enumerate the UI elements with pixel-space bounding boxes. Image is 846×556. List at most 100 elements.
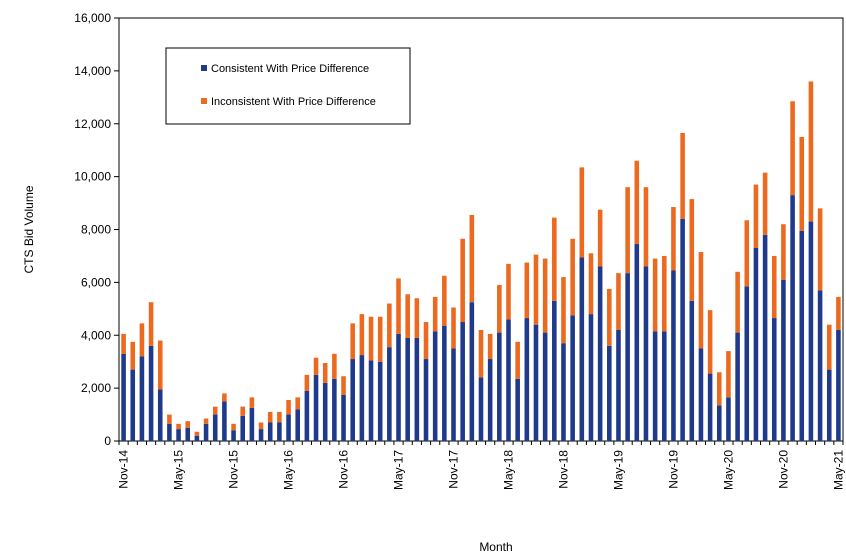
bar-consistent-May-16 (286, 414, 291, 441)
bar-inconsistent-Mar-15 (157, 340, 163, 390)
bar-inconsistent-Jan-20 (689, 199, 695, 301)
x-tick-label: May-17 (392, 450, 406, 490)
bar-inconsistent-Aug-16 (313, 357, 319, 375)
bar-consistent-Jan-18 (469, 302, 475, 441)
bar-consistent-Feb-15 (148, 345, 154, 441)
bar-consistent-Sep-17 (432, 331, 438, 441)
bar-inconsistent-Nov-18 (561, 277, 566, 344)
bar-inconsistent-Apr-17 (387, 303, 392, 348)
bar-inconsistent-Mar-16 (267, 411, 273, 423)
bar-inconsistent-May-19 (616, 273, 621, 330)
bar-consistent-Jun-20 (735, 332, 740, 441)
legend-label-inconsistent: Inconsistent With Price Difference (211, 96, 376, 108)
bar-inconsistent-Aug-19 (643, 187, 649, 267)
bar-consistent-Mar-18 (487, 359, 493, 441)
bar-consistent-Oct-18 (552, 300, 557, 441)
bar-inconsistent-Feb-21 (808, 81, 814, 222)
bar-consistent-Jul-18 (524, 318, 530, 441)
bar-inconsistent-Jan-19 (579, 167, 585, 258)
bar-inconsistent-Dec-14 (130, 341, 136, 370)
x-tick-label: Nov-15 (227, 450, 241, 489)
legend-swatch-consistent (201, 65, 207, 71)
x-tick-label: May-16 (282, 450, 296, 490)
bar-inconsistent-Jan-17 (359, 314, 365, 356)
bar-inconsistent-Nov-17 (451, 307, 456, 349)
bar-consistent-Jul-17 (414, 337, 420, 441)
bar-consistent-May-18 (506, 319, 511, 441)
legend: Consistent With Price Difference Inconsi… (165, 47, 411, 125)
bar-inconsistent-Mar-21 (817, 208, 823, 291)
bar-consistent-Nov-20 (781, 279, 786, 441)
bar-inconsistent-Nov-19 (671, 207, 676, 271)
bar-consistent-Sep-18 (542, 332, 548, 441)
bar-consistent-Dec-20 (790, 195, 795, 441)
bar-consistent-Jan-20 (689, 300, 695, 441)
bar-inconsistent-May-20 (726, 351, 731, 398)
bar-consistent-Aug-20 (753, 248, 759, 441)
y-tick-label: 16,000 (74, 11, 111, 25)
x-tick-label: Nov-17 (447, 450, 461, 489)
bar-inconsistent-Sep-15 (212, 406, 218, 415)
bar-inconsistent-Jun-17 (405, 294, 410, 338)
bar-consistent-May-17 (396, 333, 401, 441)
bar-inconsistent-Dec-15 (240, 406, 246, 416)
bar-consistent-Nov-18 (561, 343, 566, 441)
y-tick-label: 14,000 (74, 64, 111, 78)
bar-inconsistent-Dec-20 (790, 101, 795, 196)
x-tick-label: Nov-14 (117, 450, 131, 489)
bar-consistent-Feb-17 (368, 360, 374, 441)
bar-inconsistent-Oct-19 (662, 255, 667, 332)
bar-inconsistent-Oct-20 (771, 255, 777, 319)
bar-inconsistent-Nov-20 (781, 224, 786, 280)
bar-consistent-Feb-16 (258, 429, 264, 441)
bar-inconsistent-Feb-19 (588, 253, 594, 315)
bar-inconsistent-May-21 (836, 296, 841, 330)
bar-consistent-Jan-21 (799, 230, 805, 441)
bar-inconsistent-Oct-18 (552, 217, 557, 301)
bar-inconsistent-Jul-20 (744, 220, 750, 287)
x-tick-label: Nov-19 (666, 450, 680, 489)
bar-inconsistent-Apr-16 (277, 411, 282, 423)
bar-consistent-May-15 (176, 429, 181, 441)
y-tick-label: 12,000 (74, 117, 111, 131)
bar-inconsistent-Apr-21 (826, 324, 832, 370)
bar-consistent-Mar-20 (707, 373, 713, 441)
bar-consistent-Nov-14 (121, 353, 126, 441)
bar-consistent-Jan-19 (579, 257, 585, 441)
legend-label-consistent: Consistent With Price Difference (211, 63, 369, 75)
legend-swatch-inconsistent (201, 98, 207, 104)
bar-inconsistent-Jul-19 (634, 160, 640, 245)
bar-consistent-Feb-19 (588, 314, 594, 441)
bar-inconsistent-Aug-15 (203, 418, 209, 424)
bar-consistent-Jan-15 (139, 356, 145, 441)
bar-inconsistent-Nov-15 (231, 423, 236, 431)
bar-inconsistent-Sep-17 (432, 296, 438, 332)
bar-consistent-Jan-17 (359, 355, 365, 441)
bar-consistent-Dec-19 (680, 218, 685, 441)
bar-inconsistent-Feb-17 (368, 316, 374, 361)
bar-consistent-Sep-19 (652, 331, 658, 441)
bar-consistent-Feb-21 (808, 221, 814, 441)
y-tick-label: 4,000 (81, 328, 111, 342)
bar-inconsistent-Dec-16 (350, 323, 355, 360)
bar-consistent-Apr-18 (497, 332, 502, 441)
bar-consistent-Dec-18 (570, 315, 575, 441)
bar-inconsistent-Sep-18 (542, 258, 548, 333)
bar-inconsistent-Jun-15 (185, 421, 191, 428)
x-tick-label: May-18 (501, 450, 515, 490)
bar-inconsistent-Aug-20 (753, 184, 759, 249)
bar-consistent-Jul-19 (634, 244, 640, 441)
bar-consistent-Oct-15 (222, 401, 227, 441)
y-tick-label: 2,000 (81, 381, 111, 395)
bar-inconsistent-Jul-15 (194, 431, 200, 436)
bar-inconsistent-Dec-19 (680, 133, 685, 219)
bar-inconsistent-Mar-17 (377, 316, 383, 362)
bar-inconsistent-Jul-16 (304, 374, 310, 391)
bar-inconsistent-Jun-16 (295, 397, 300, 410)
bar-consistent-Mar-15 (157, 389, 163, 441)
bar-inconsistent-Jun-20 (735, 271, 740, 333)
bar-consistent-Nov-19 (671, 270, 676, 441)
bar-consistent-Mar-17 (377, 361, 383, 441)
bar-inconsistent-Mar-18 (487, 333, 493, 360)
bar-consistent-May-21 (836, 329, 841, 441)
